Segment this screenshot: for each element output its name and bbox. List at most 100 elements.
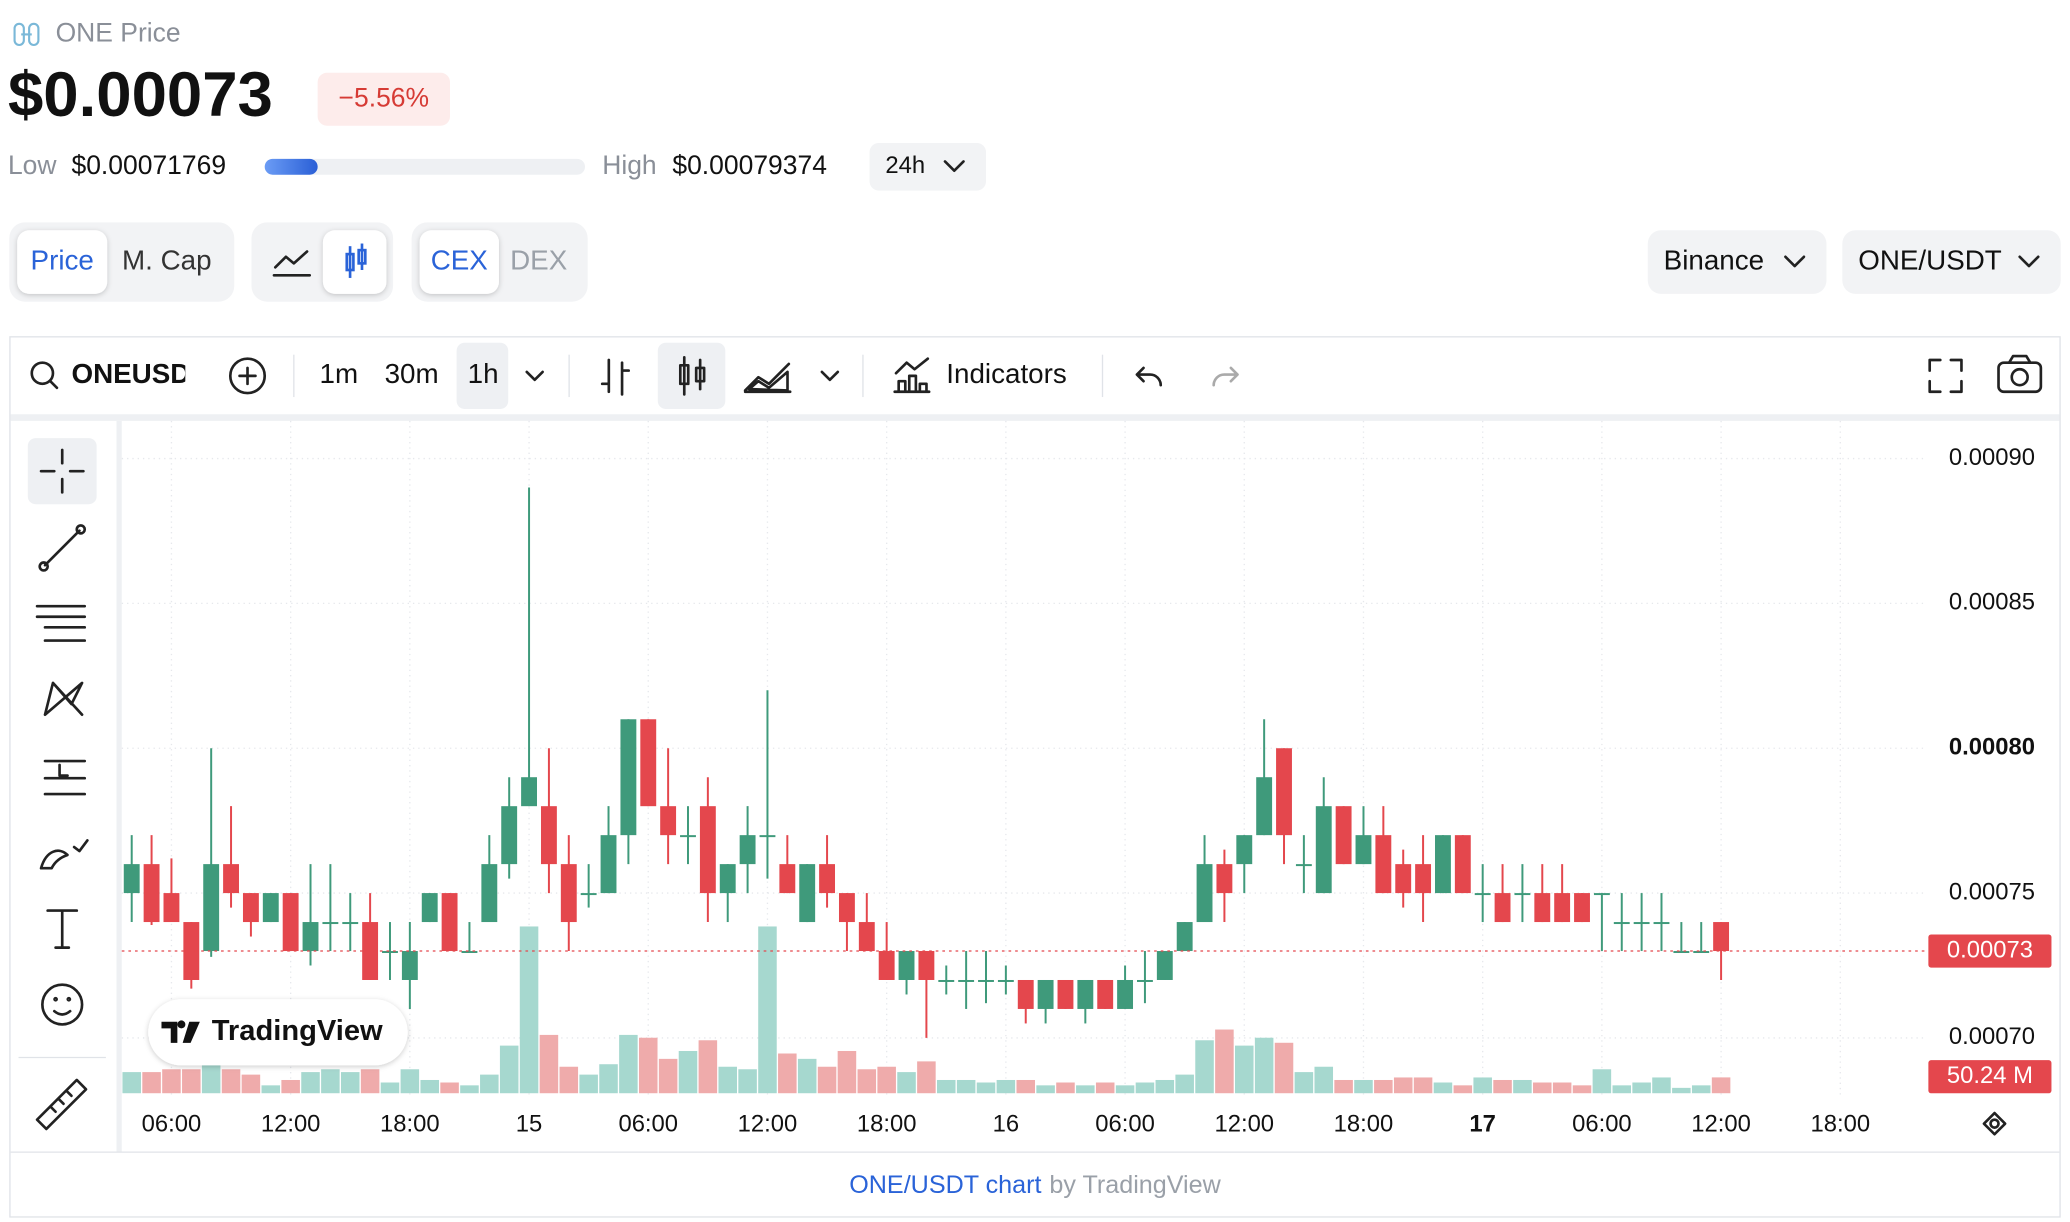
screenshot[interactable] [1997, 354, 2043, 394]
area-icon[interactable] [743, 362, 792, 394]
volume-bar [1632, 1082, 1651, 1094]
coin-name: ONE Price [56, 17, 181, 47]
pattern-tool[interactable] [43, 681, 84, 717]
candle-body [1057, 979, 1074, 1009]
tab[interactable]: M. Cap [122, 244, 212, 275]
candles-icon[interactable] [678, 356, 706, 396]
text-tool[interactable] [46, 909, 79, 949]
volume-bar [142, 1072, 161, 1094]
indicators[interactable]: Indicators [946, 358, 1066, 389]
tab-active[interactable] [17, 230, 108, 294]
range-fill [264, 158, 318, 175]
candle-body [342, 922, 359, 925]
line-chart-icon[interactable] [272, 250, 312, 277]
candle-body [1236, 835, 1253, 865]
volume-bar [1175, 1074, 1194, 1094]
candle-body [620, 719, 637, 836]
volume-bar [658, 1058, 678, 1094]
y-tick-label: 0.00090 [1949, 444, 2035, 471]
candle-body [799, 864, 816, 923]
undo[interactable] [1135, 366, 1163, 387]
high-value: $0.00079374 [672, 150, 827, 180]
x-tick-label: 06:00 [1572, 1110, 1632, 1137]
candle-body [898, 951, 915, 980]
candles [121, 487, 1926, 1038]
volume-bar [1652, 1077, 1671, 1094]
interval-menu[interactable] [525, 370, 544, 382]
fib-tool[interactable] [35, 604, 87, 642]
tab-active[interactable] [419, 230, 499, 294]
candle-body [421, 893, 438, 923]
candle-body [838, 893, 855, 923]
style-menu[interactable] [820, 370, 840, 382]
candle-body [660, 806, 677, 836]
x-tick-label: 06:00 [618, 1110, 678, 1137]
volume-bar [1215, 1029, 1234, 1094]
volume-bar [122, 1072, 141, 1094]
x-tick-label: 12:00 [738, 1110, 798, 1137]
interval[interactable]: 30m [385, 358, 439, 389]
interval-active[interactable] [456, 342, 509, 409]
candle-body [1315, 806, 1332, 894]
redo[interactable] [1212, 366, 1239, 387]
pair-select[interactable]: ONE/USDT [1842, 230, 2061, 294]
volume-bar [499, 1045, 519, 1094]
candle-body [1653, 922, 1670, 925]
style-active[interactable] [657, 342, 726, 409]
candle-body [123, 864, 140, 894]
volume-bar [797, 1058, 817, 1094]
candle-icon[interactable] [345, 243, 367, 278]
candle-body [540, 806, 557, 865]
volume-bar [579, 1074, 598, 1094]
settings[interactable] [1982, 1111, 2007, 1136]
candle-body [858, 922, 875, 952]
candle-body [1435, 835, 1451, 894]
candle-body [1256, 777, 1273, 836]
volume-bar [1552, 1082, 1572, 1094]
range-select[interactable]: 24h [869, 142, 987, 191]
volume-bar [1572, 1085, 1592, 1094]
interval[interactable]: 1m [320, 358, 359, 389]
candle-body [163, 893, 180, 923]
emoji-tool[interactable] [41, 983, 84, 1026]
volume-bar [678, 1050, 698, 1094]
brush-tool[interactable] [39, 839, 89, 870]
crosshair-tool[interactable] [39, 448, 85, 494]
candle-body [680, 835, 696, 838]
volume-bar [1374, 1079, 1393, 1094]
volume-bar [1076, 1085, 1095, 1094]
candle-body [580, 893, 597, 896]
interval[interactable]: 1h [468, 358, 499, 389]
footer-link[interactable]: ONE/USDT chart [849, 1171, 1041, 1199]
projection-tool[interactable] [43, 759, 87, 796]
high-label: High [602, 150, 656, 180]
candle-body [997, 979, 1014, 982]
candle-body [779, 864, 796, 894]
ruler-tool[interactable] [35, 1078, 88, 1131]
candle-body [461, 951, 478, 954]
trend-line-tool[interactable] [43, 529, 81, 567]
tool-active[interactable] [27, 438, 97, 505]
exchange: Binance [1664, 244, 1764, 275]
x-tick-label: 17 [1469, 1110, 1496, 1137]
volume-bar [1155, 1079, 1175, 1094]
volume-bar [539, 1034, 559, 1094]
bars-icon[interactable] [600, 358, 631, 396]
exchange-select[interactable]: Binance [1647, 230, 1827, 294]
compare-button[interactable] [228, 357, 267, 395]
tab[interactable]: DEX [510, 244, 567, 275]
symbol-search[interactable]: ONEUSDT [30, 358, 208, 389]
volume-bar [1314, 1066, 1334, 1094]
volume-bar [1115, 1085, 1135, 1094]
tab[interactable]: Price [31, 244, 94, 275]
volume-bar [996, 1079, 1016, 1094]
candle-body [322, 922, 339, 925]
indicators-icon[interactable] [893, 357, 931, 394]
candle-body [560, 864, 577, 923]
tab[interactable]: CEX [431, 244, 488, 275]
watermark[interactable]: TradingView [148, 999, 408, 1066]
candle-body [759, 835, 776, 838]
volume-bar [1056, 1082, 1075, 1094]
fullscreen[interactable] [1928, 358, 1963, 394]
volume-bar [380, 1082, 400, 1094]
